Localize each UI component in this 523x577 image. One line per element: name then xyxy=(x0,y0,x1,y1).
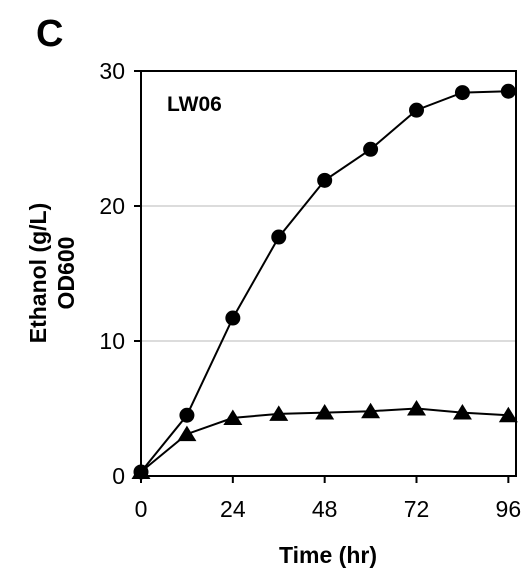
x-tick-label: 48 xyxy=(312,496,338,522)
data-point-triangle xyxy=(223,409,243,425)
y-tick-label: 10 xyxy=(99,328,125,354)
y-tick-label: 20 xyxy=(99,193,125,219)
strain-label: LW06 xyxy=(167,93,222,116)
data-point-circle xyxy=(179,407,195,423)
x-axis: 0 24 48 72 96 xyxy=(135,476,522,522)
x-tick-label: 24 xyxy=(220,496,246,522)
gridlines xyxy=(141,205,516,342)
data-point-triangle xyxy=(315,404,335,420)
x-tick-label: 96 xyxy=(496,496,522,522)
data-point-triangle xyxy=(407,400,427,416)
data-point-triangle xyxy=(269,405,289,421)
data-point-triangle xyxy=(361,402,381,419)
y-tick-label: 30 xyxy=(99,58,125,84)
data-point-circle xyxy=(271,229,287,245)
data-point-circle xyxy=(500,83,516,99)
y-axis: 0 10 20 30 xyxy=(99,58,141,489)
y-axis-title-2: OD600 xyxy=(53,237,79,310)
series-markers xyxy=(131,83,518,480)
y-tick-label: 0 xyxy=(112,463,125,489)
x-tick-label: 72 xyxy=(404,496,430,522)
x-tick-label: 0 xyxy=(135,496,148,522)
data-point-triangle xyxy=(131,463,151,479)
data-point-circle xyxy=(409,102,425,118)
data-point-circle xyxy=(454,85,470,101)
data-point-triangle xyxy=(498,406,518,423)
data-point-circle xyxy=(225,310,241,326)
panel-letter: C xyxy=(36,13,63,55)
data-point-circle xyxy=(363,141,379,157)
plot-area-frame xyxy=(140,70,517,477)
x-axis-title: Time (hr) xyxy=(279,542,377,568)
data-point-triangle xyxy=(452,404,472,420)
data-point-triangle xyxy=(177,425,197,442)
data-point-circle xyxy=(317,172,333,188)
y-axis-title: Ethanol (g/L) xyxy=(25,203,51,344)
